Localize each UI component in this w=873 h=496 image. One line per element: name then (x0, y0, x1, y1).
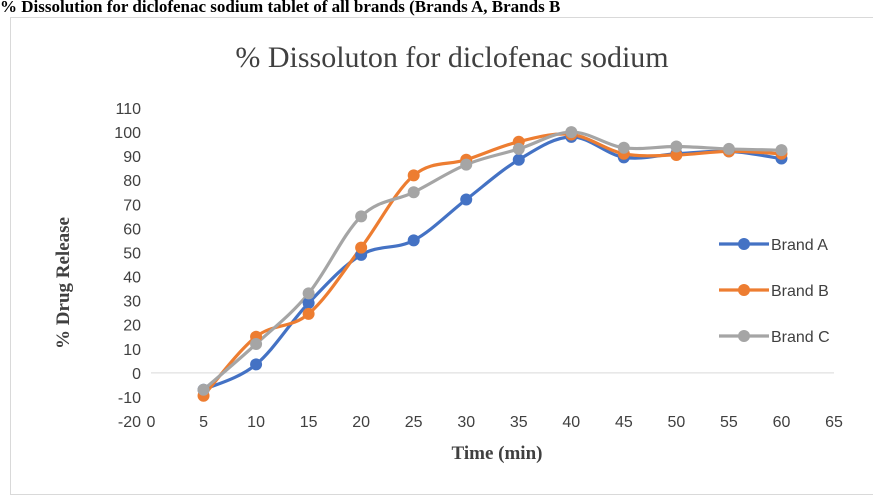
x-axis-title: Time (min) (452, 443, 543, 464)
brand-b-point (407, 169, 420, 182)
brand-c-point (617, 141, 630, 154)
legend-swatch-marker (738, 284, 750, 296)
brand-b-point (302, 307, 315, 320)
y-tick-label: 40 (123, 270, 141, 287)
y-tick-label: 50 (123, 245, 141, 262)
brand-c-point (670, 140, 683, 153)
y-tick-label: 60 (123, 221, 141, 238)
y-tick-label: 90 (123, 149, 141, 166)
brand-a-line (201, 135, 784, 392)
y-tick-label: 110 (115, 101, 141, 118)
y-tick-label: 10 (123, 342, 141, 359)
brand-b-point (355, 241, 368, 254)
legend-label: Brand A (771, 237, 828, 254)
legend-label: Brand B (771, 283, 829, 300)
chart-frame: % Dissoluton for diclofenac sodium % Dru… (10, 17, 873, 495)
line-chart: % Dissoluton for diclofenac sodium % Dru… (53, 41, 843, 464)
brand-c-point (565, 126, 578, 139)
x-tick-label: 5 (199, 414, 208, 431)
y-tick-label: 30 (123, 294, 141, 311)
x-tick-label: 0 (147, 414, 156, 431)
y-tick-label: -20 (118, 414, 141, 431)
x-tick-label: 15 (300, 414, 318, 431)
x-tick-label: 40 (562, 414, 580, 431)
brand-b-point (670, 148, 683, 161)
legend-item-brand-c: Brand C (719, 329, 830, 346)
brand-b-line (201, 132, 784, 398)
figure-caption: % Dissolution for diclofenac sodium tabl… (0, 0, 561, 16)
brand-c-point (355, 210, 368, 223)
y-tick-label: 100 (114, 125, 141, 142)
brand-c-point (775, 144, 788, 157)
legend-label: Brand C (771, 329, 830, 346)
legend-swatch-marker (738, 238, 750, 250)
x-tick-label: 20 (352, 414, 370, 431)
brand-c-point (250, 337, 263, 350)
legend-item-brand-b: Brand B (719, 283, 829, 300)
x-tick-label: 65 (825, 414, 843, 431)
y-tick-label: 0 (132, 366, 141, 383)
brand-a-point (512, 153, 525, 166)
y-tick-label: 20 (123, 318, 141, 335)
brand-c-point (722, 142, 735, 155)
brand-c-point (460, 158, 473, 171)
y-tick-label: 80 (123, 173, 141, 190)
x-tick-label: 30 (457, 414, 475, 431)
x-tick-label: 10 (247, 414, 265, 431)
brand-a-point (460, 193, 473, 206)
y-tick-label: 70 (123, 197, 141, 214)
brand-c-line (201, 130, 784, 392)
legend-swatch-marker (738, 330, 750, 342)
brand-c-point (512, 142, 525, 155)
brand-a-point (302, 297, 315, 310)
x-tick-label: 35 (510, 414, 528, 431)
chart-title: % Dissoluton for diclofenac sodium (235, 41, 668, 74)
x-tick-label: 50 (667, 414, 685, 431)
brand-c-point (407, 186, 420, 199)
x-tick-label: 25 (405, 414, 423, 431)
x-tick-label: 55 (720, 414, 738, 431)
x-tick-label: 60 (773, 414, 791, 431)
y-tick-label: -10 (118, 390, 141, 407)
brand-a-point (407, 234, 420, 247)
y-axis-title: % Drug Release (53, 217, 74, 349)
x-tick-label: 45 (615, 414, 633, 431)
brand-a-point (250, 358, 263, 371)
legend-item-brand-a: Brand A (719, 237, 828, 254)
brand-c-point (302, 287, 315, 300)
brand-c-point (197, 383, 210, 396)
